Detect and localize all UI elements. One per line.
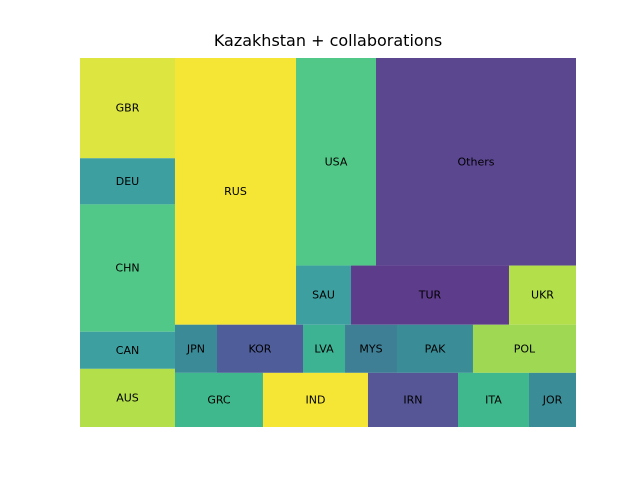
treemap-cell-gbr bbox=[80, 58, 175, 159]
treemap-cell-lva bbox=[303, 324, 346, 373]
treemap-cell-pol bbox=[472, 324, 576, 373]
treemap-cell-grc bbox=[174, 372, 263, 427]
treemap-cell-usa bbox=[296, 58, 377, 266]
treemap-label-ind: IND bbox=[305, 393, 325, 406]
treemap-label-pol: POL bbox=[514, 342, 536, 355]
treemap-label-tur: TUR bbox=[418, 289, 442, 302]
treemap-label-aus: AUS bbox=[116, 391, 139, 404]
treemap-label-ukr: UKR bbox=[531, 289, 554, 302]
treemap-cell-ukr bbox=[508, 265, 576, 325]
treemap-label-grc: GRC bbox=[207, 393, 231, 406]
treemap-cell-jpn bbox=[174, 324, 217, 373]
treemap-label-jpn: JPN bbox=[186, 342, 205, 355]
treemap-label-can: CAN bbox=[116, 344, 139, 357]
chart-title: Kazakhstan + collaborations bbox=[213, 31, 443, 50]
treemap-label-rus: RUS bbox=[224, 185, 247, 198]
treemap-label-lva: LVA bbox=[314, 342, 334, 355]
treemap-cell-tur bbox=[351, 265, 509, 325]
treemap-label-mys: MYS bbox=[359, 342, 382, 355]
treemap-cell-pak bbox=[396, 324, 473, 373]
treemap-label-ita: ITA bbox=[485, 393, 502, 406]
treemap-label-deu: DEU bbox=[116, 175, 139, 188]
treemap-cell-jor bbox=[528, 372, 576, 427]
treemap-label-gbr: GBR bbox=[116, 102, 140, 115]
treemap-label-sau: SAU bbox=[312, 289, 335, 302]
treemap-label-kor: KOR bbox=[249, 342, 272, 355]
treemap-cell-mys bbox=[345, 324, 397, 373]
treemap-cell-irn bbox=[367, 372, 459, 427]
treemap-cell-ind bbox=[262, 372, 368, 427]
treemap-label-chn: CHN bbox=[115, 262, 139, 275]
treemap-cell-chn bbox=[80, 204, 175, 332]
treemap-cell-rus bbox=[174, 58, 297, 325]
treemap-label-others: Others bbox=[458, 155, 495, 168]
treemap-cell-sau bbox=[296, 265, 352, 325]
treemap-cell-ita bbox=[458, 372, 529, 427]
treemap-cell-others bbox=[376, 58, 576, 266]
treemap-label-irn: IRN bbox=[403, 393, 422, 406]
treemap-cell-deu bbox=[80, 158, 175, 205]
treemap-cell-can bbox=[80, 331, 175, 369]
treemap-cell-kor bbox=[216, 324, 304, 373]
treemap-label-usa: USA bbox=[325, 155, 348, 168]
treemap-cell-aus bbox=[80, 368, 175, 427]
treemap-label-jor: JOR bbox=[542, 393, 563, 406]
treemap-label-pak: PAK bbox=[425, 342, 446, 355]
